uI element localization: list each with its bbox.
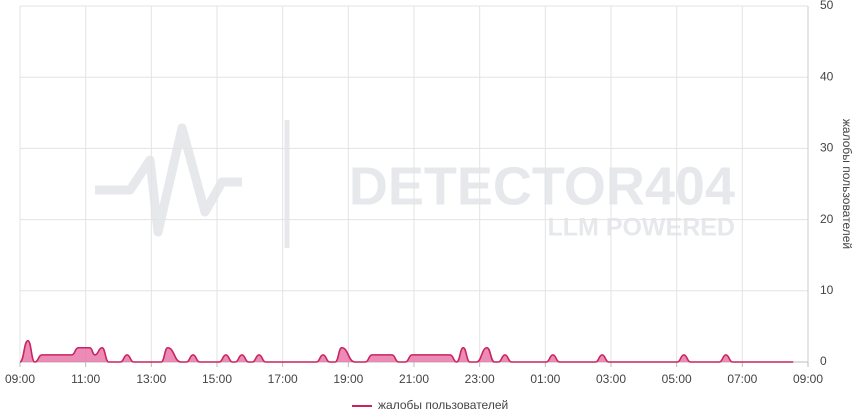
area <box>20 340 794 362</box>
y-tick-label: 30 <box>820 141 834 155</box>
x-tick-label: 03:00 <box>596 372 626 386</box>
x-tick-label: 01:00 <box>530 372 560 386</box>
y-tick-label: 50 <box>820 0 834 12</box>
watermark-logo <box>95 123 242 237</box>
x-tick-label: 13:00 <box>136 372 166 386</box>
line <box>19 339 794 363</box>
watermark-title: DETECTOR404 <box>349 156 735 216</box>
x-tick-label: 07:00 <box>727 372 757 386</box>
y-tick-label: 10 <box>820 283 834 297</box>
x-tick-label: 17:00 <box>268 372 298 386</box>
x-tick-label: 23:00 <box>465 372 495 386</box>
x-tick-label: 11:00 <box>71 372 100 386</box>
watermark-subtitle: LLM POWERED <box>548 214 736 242</box>
x-tick-label: 09:00 <box>5 372 35 386</box>
x-tick-label: 21:00 <box>399 372 429 386</box>
x-tick-label: 05:00 <box>662 372 692 386</box>
y-tick-label: 0 <box>820 354 827 368</box>
legend-label: жалобы пользователей <box>378 398 508 412</box>
x-tick-label: 19:00 <box>333 372 363 386</box>
y-tick-label: 40 <box>820 69 834 83</box>
y-tick-label: 20 <box>820 212 834 226</box>
y-axis-label: жалобы пользователей <box>840 119 854 249</box>
watermark: DETECTOR404 LLM POWERED <box>95 120 735 248</box>
x-tick-label: 15:00 <box>202 372 232 386</box>
x-tick-label: 09:00 <box>793 372 823 386</box>
